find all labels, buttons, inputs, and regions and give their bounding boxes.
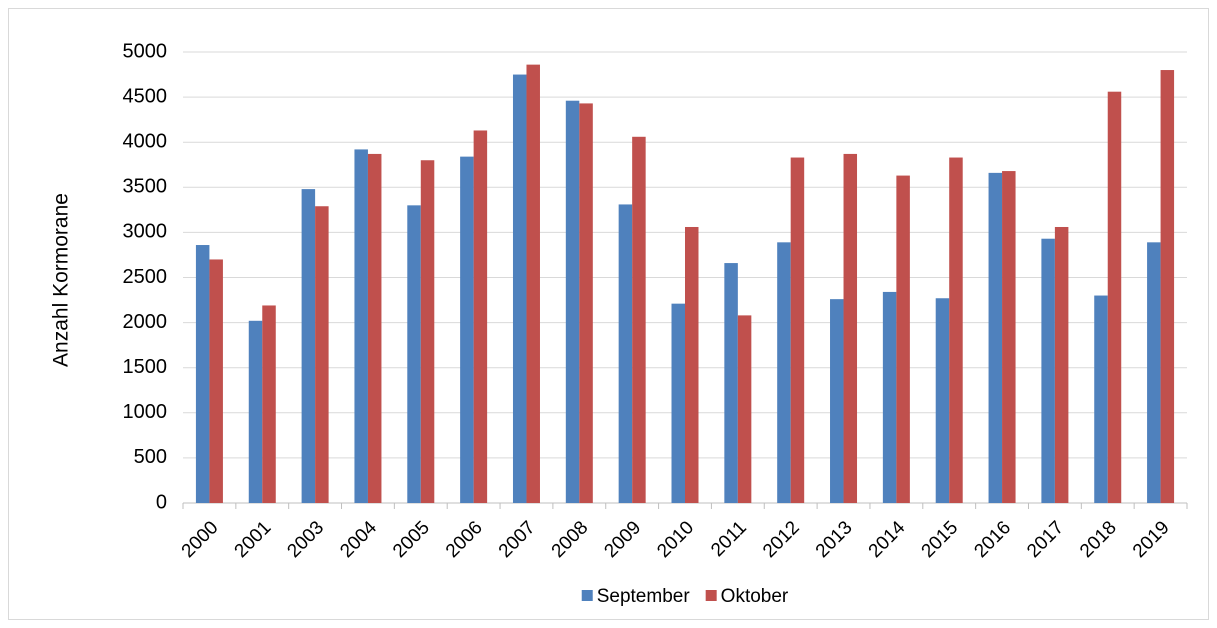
- chart-frame: [8, 8, 1209, 620]
- bar: [579, 103, 593, 503]
- bar: [512, 74, 527, 504]
- bar: [896, 175, 910, 503]
- bar: [724, 263, 738, 503]
- y-tick-label: 4500: [123, 85, 168, 107]
- bar: [526, 64, 540, 504]
- bar: [195, 245, 210, 503]
- bar: [407, 205, 421, 503]
- bar: [949, 157, 963, 503]
- bar: [248, 320, 263, 503]
- y-tick-label: 500: [134, 446, 167, 468]
- y-tick-label: 3000: [123, 221, 168, 243]
- bar: [565, 100, 580, 503]
- y-tick-label: 5000: [123, 40, 168, 62]
- y-axis-label: Anzahl Kormorane: [50, 193, 73, 367]
- bar: [882, 291, 897, 503]
- legend-swatch: [705, 590, 717, 601]
- y-tick-label: 3500: [123, 176, 168, 198]
- bar: [777, 242, 791, 503]
- y-tick-label: 4000: [123, 130, 168, 152]
- bar: [685, 226, 699, 503]
- y-tick-label: 1500: [123, 356, 168, 378]
- y-tick-label: 2000: [123, 311, 168, 333]
- bar: [671, 303, 685, 503]
- bar: [830, 299, 844, 503]
- bar: [988, 172, 1003, 504]
- bar: [737, 315, 752, 503]
- bar: [1041, 238, 1055, 504]
- bar: [632, 136, 646, 503]
- bar: [843, 153, 858, 503]
- bar: [1094, 295, 1108, 503]
- bar: [790, 157, 805, 503]
- legend-label: Oktober: [721, 586, 789, 607]
- bar: [1054, 226, 1069, 503]
- bar: [420, 160, 435, 504]
- bar: [354, 149, 368, 503]
- legend-label: September: [597, 586, 691, 607]
- bar: [1160, 70, 1175, 503]
- bar: [1147, 242, 1161, 503]
- bar: [618, 204, 633, 504]
- bar: [1107, 91, 1122, 504]
- bar: [301, 189, 316, 503]
- bar: [935, 298, 950, 503]
- bar: [1002, 171, 1016, 503]
- y-tick-label: 2500: [123, 266, 168, 288]
- bar: [209, 259, 223, 503]
- bar: [367, 153, 382, 503]
- legend-swatch: [581, 590, 593, 601]
- bar: [460, 156, 474, 503]
- bar: [315, 206, 329, 503]
- bar: [262, 305, 276, 503]
- y-tick-label: 0: [156, 491, 167, 513]
- y-tick-label: 1000: [123, 401, 168, 423]
- bar: [473, 130, 488, 503]
